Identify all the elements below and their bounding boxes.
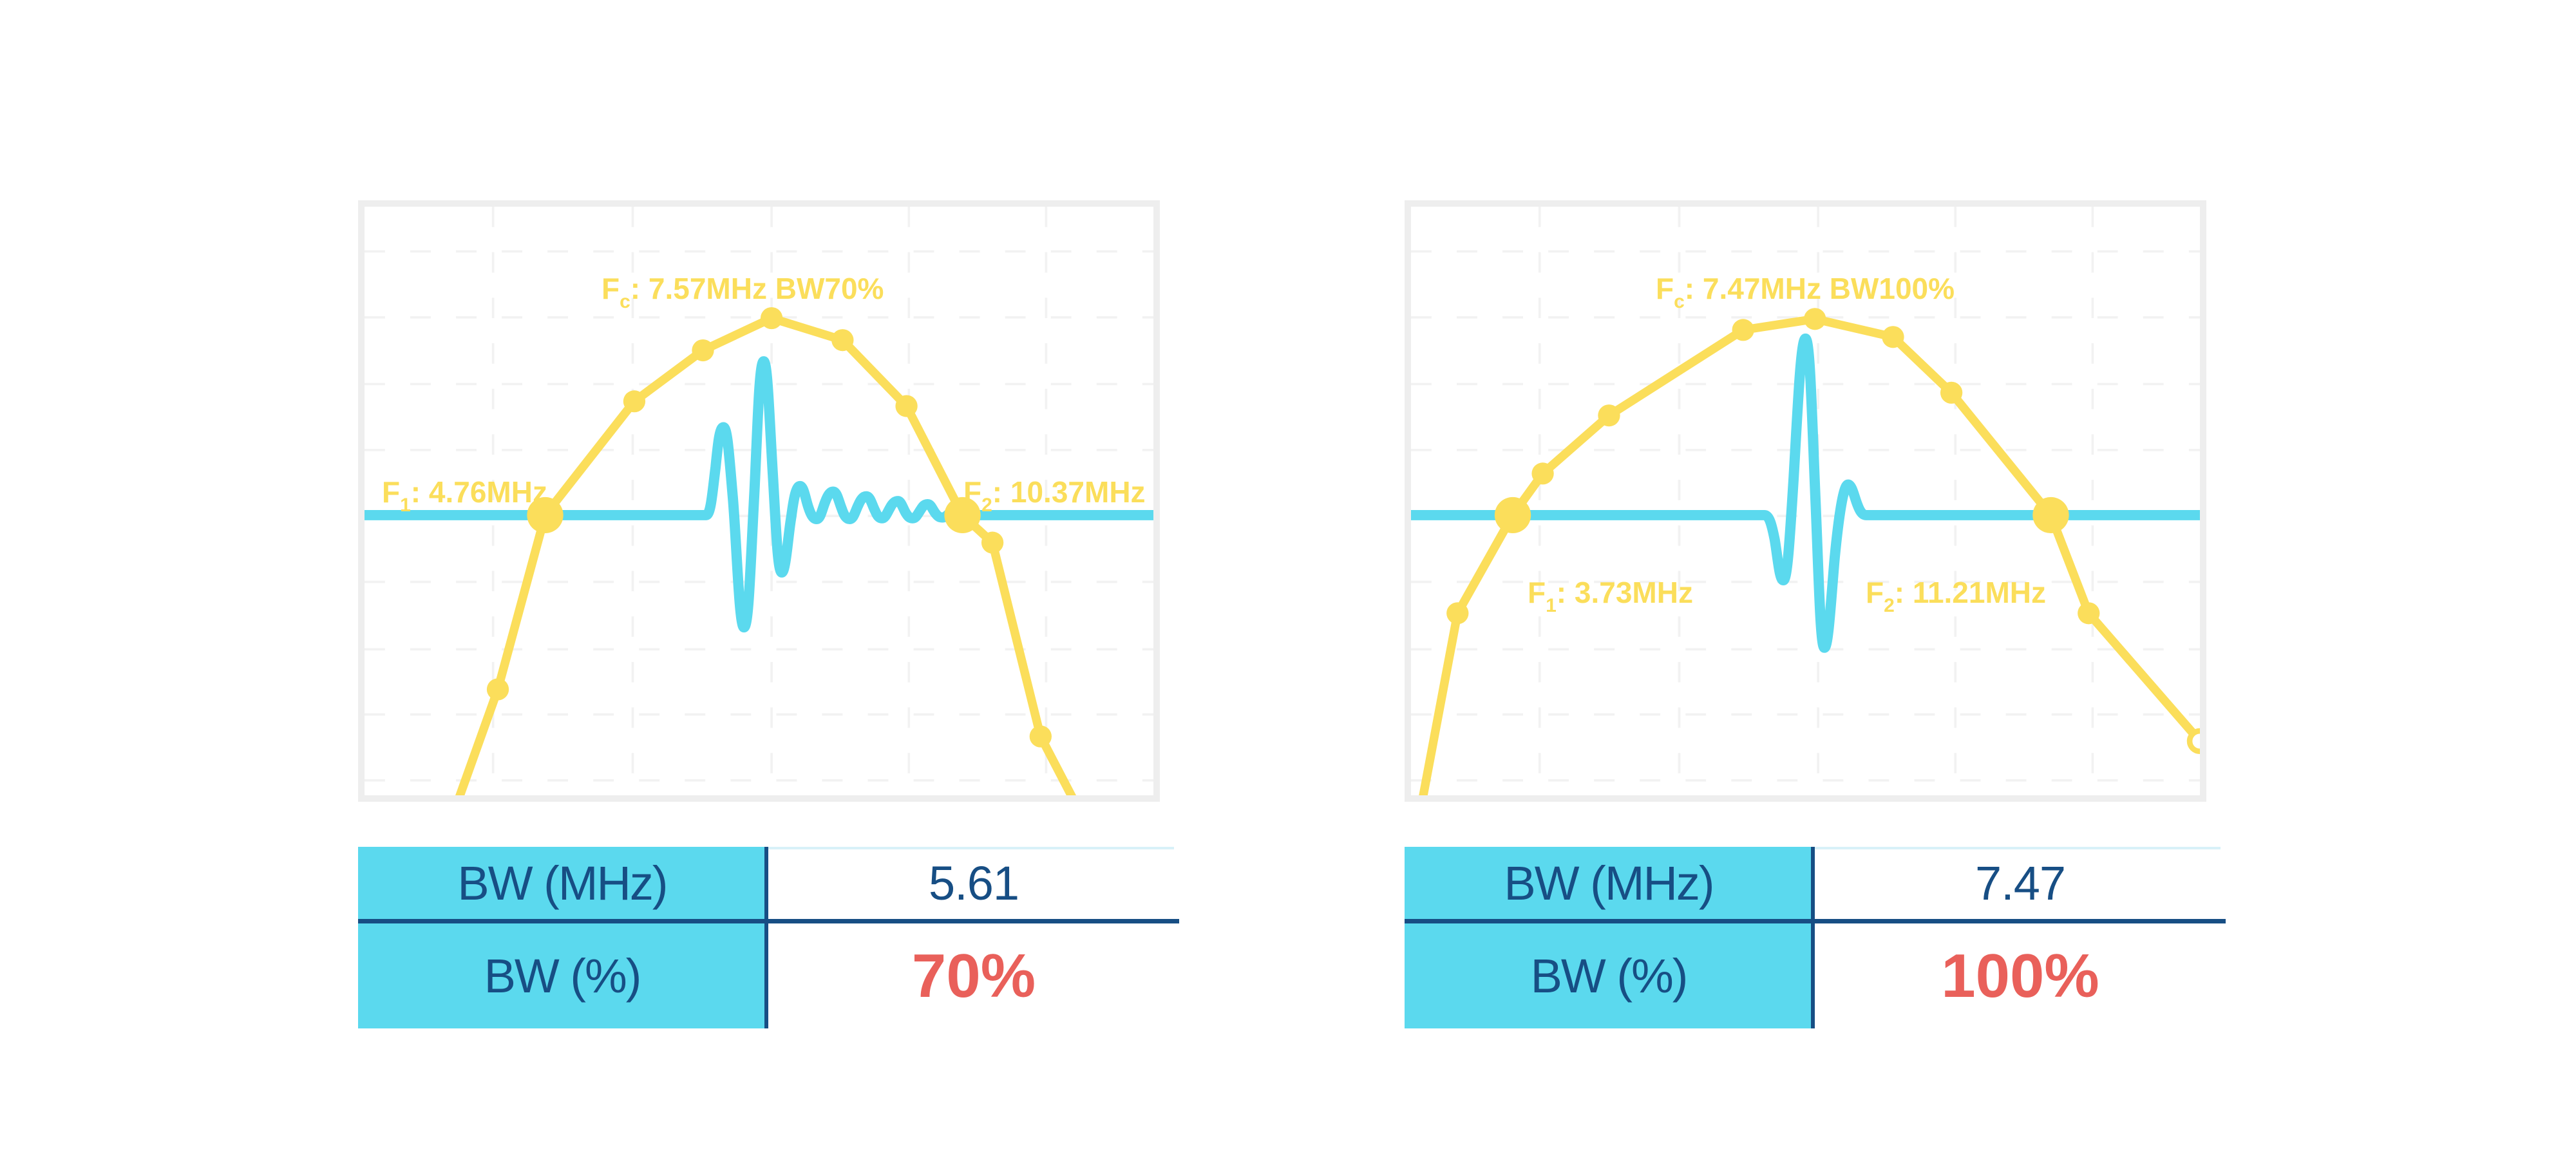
bw-mhz-label-cell: BW (MHz)	[457, 856, 668, 910]
echo-pulse-waveform	[365, 356, 1153, 633]
spectrum-plot	[1411, 207, 2200, 795]
envelope-point-marker	[1446, 602, 1469, 625]
envelope-point-marker	[981, 531, 1004, 554]
spectrum-envelope	[455, 314, 1077, 795]
envelope-point-marker	[623, 390, 646, 413]
table-column-divider	[764, 847, 768, 1028]
spectrum-plot	[365, 207, 1153, 795]
bandwidth-table-left: BW (MHz) BW (%) 5.61 70%	[358, 847, 1179, 1040]
f2-annotation: F2: 10.37MHz	[963, 475, 1146, 516]
f2-annotation: F2: 11.21MHz	[1866, 576, 2047, 616]
bw-mhz-label-cell: BW (MHz)	[1504, 856, 1714, 910]
table-header-column	[358, 847, 766, 1028]
envelope-point-marker	[1598, 404, 1620, 427]
spectrum-chart-bw100: Fc: 7.47MHz BW100% F1: 3.73MHz F2: 11.21…	[1405, 200, 2206, 802]
f1-annotation: F1: 3.73MHz	[1528, 576, 1693, 616]
table-header-column	[1405, 847, 1813, 1028]
table-row-divider	[358, 919, 1179, 923]
envelope-point-marker	[1029, 725, 1052, 748]
bw-percent-label-cell: BW (%)	[484, 949, 642, 1003]
bw-percent-label-cell: BW (%)	[1530, 949, 1689, 1003]
bw-percent-value-cell: 70%	[911, 941, 1036, 1010]
bw-percent-value-cell: 100%	[1941, 941, 2099, 1010]
envelope-point-marker	[831, 329, 854, 352]
table-row-divider	[1405, 919, 2226, 923]
envelope-point-marker	[895, 395, 918, 417]
envelope-point-marker	[1940, 381, 1963, 404]
bandwidth-table-right: BW (MHz) BW (%) 7.47 100%	[1405, 847, 2226, 1040]
envelope-point-marker	[692, 339, 714, 362]
cutoff-frequency-marker	[1494, 497, 1531, 533]
envelope-end-marker	[2186, 728, 2200, 755]
spectrum-chart-bw70: Fc: 7.57MHz BW70% F1: 4.76MHz F2: 10.37M…	[358, 200, 1160, 802]
envelope-point-marker	[2078, 602, 2100, 625]
cutoff-frequency-marker	[527, 497, 564, 533]
envelope-point-marker	[760, 307, 783, 330]
spectrum-envelope	[1419, 314, 2200, 795]
envelope-point-marker	[1882, 326, 1904, 348]
envelope-point-marker	[1804, 308, 1826, 330]
bw-mhz-value-cell: 5.61	[928, 856, 1019, 910]
envelope-point-marker	[1732, 319, 1754, 341]
table-column-divider	[1811, 847, 1815, 1028]
cutoff-frequency-marker	[2032, 497, 2069, 533]
bw-mhz-value-cell: 7.47	[1975, 856, 2066, 910]
envelope-point-marker	[1531, 462, 1554, 485]
fc-annotation: Fc: 7.47MHz BW100%	[1656, 272, 1955, 312]
value-column-top-rule	[768, 847, 1174, 849]
cutoff-frequency-marker	[944, 497, 981, 533]
envelope-point-marker	[486, 678, 509, 701]
fc-annotation: Fc: 7.57MHz BW70%	[601, 272, 884, 312]
f1-annotation: F1: 4.76MHz	[382, 475, 547, 516]
value-column-top-rule	[1815, 847, 2221, 849]
echo-pulse-waveform	[1411, 333, 2200, 653]
